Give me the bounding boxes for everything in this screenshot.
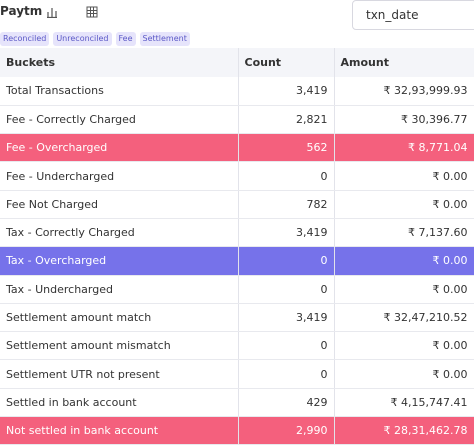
column-header: Buckets: [0, 48, 239, 77]
count-cell: 0: [238, 275, 335, 304]
date-dropdown[interactable]: txn_date: [352, 0, 474, 30]
column-header: Amount: [334, 48, 474, 77]
count-cell: 429: [238, 388, 335, 418]
table-row: Settlement UTR not present 0 ₹ 0.00: [0, 359, 474, 389]
count-cell: 0: [238, 331, 335, 361]
amount-cell: ₹ 0.00: [334, 359, 474, 389]
table-row: Settlement amount mismatch 0 ₹ 0.00: [0, 331, 474, 361]
count-cell: 3,419: [238, 77, 335, 106]
count-cell: 3,419: [238, 303, 335, 333]
table-row: Not settled in bank account 2,990 ₹ 28,31,…: [0, 416, 474, 445]
amount-cell: ₹ 28,31,462.78: [334, 416, 474, 445]
amount-cell: ₹ 4,15,747.41: [334, 388, 474, 418]
bucket-cell: Settled in bank account: [0, 388, 239, 418]
amount-cell: ₹ 8,771.04: [334, 133, 474, 163]
bucket-cell: Settlement UTR not present: [0, 359, 239, 389]
amount-cell: ₹ 0.00: [334, 161, 474, 191]
bucket-cell: Not settled in bank account: [0, 416, 239, 445]
amount-cell: ₹ 32,93,999.93: [334, 77, 474, 106]
tag-list: Reconciled Unreconciled Fee Settlement: [0, 32, 190, 46]
filter-tag[interactable]: Settlement: [139, 32, 190, 46]
amount-cell: ₹ 0.00: [334, 331, 474, 361]
table-row: Total Transactions 3,419 ₹ 32,93,999.93: [0, 77, 474, 106]
filter-tag[interactable]: Reconciled: [0, 32, 50, 46]
bucket-cell: Tax - Overcharged: [0, 246, 239, 276]
filter-tag[interactable]: Fee: [115, 32, 136, 46]
count-cell: 3,419: [238, 218, 335, 248]
table-row: Tax - Overcharged 0 ₹ 0.00: [0, 246, 474, 276]
table-row: Fee Not Charged 782 ₹ 0.00: [0, 190, 474, 219]
table-row: Tax - Correctly Charged 3,419 ₹ 7,137.60: [0, 218, 474, 248]
bucket-cell: Tax - Undercharged: [0, 275, 239, 304]
table-icon[interactable]: [86, 6, 98, 18]
header-row: Buckets Count Amount: [0, 48, 474, 77]
app-title: Paytm: [0, 4, 43, 18]
table-row: Tax - Undercharged 0 ₹ 0.00: [0, 275, 474, 304]
count-cell: 0: [238, 246, 335, 276]
count-cell: 782: [238, 190, 335, 219]
amount-cell: ₹ 0.00: [334, 275, 474, 304]
bucket-cell: Fee Not Charged: [0, 190, 239, 219]
count-cell: 2,821: [238, 105, 335, 135]
table-row: Fee - Correctly Charged 2,821 ₹ 30,396.77: [0, 105, 474, 135]
amount-cell: ₹ 7,137.60: [334, 218, 474, 248]
count-cell: 0: [238, 161, 335, 191]
count-cell: 2,990: [238, 416, 335, 445]
amount-cell: ₹ 32,47,210.52: [334, 303, 474, 333]
table-row: Fee - Overcharged 562 ₹ 8,771.04: [0, 133, 474, 163]
bucket-cell: Settlement amount match: [0, 303, 239, 333]
bucket-cell: Total Transactions: [0, 77, 239, 106]
bucket-cell: Fee - Overcharged: [0, 133, 239, 163]
amount-cell: ₹ 0.00: [334, 246, 474, 276]
table-row: Fee - Undercharged 0 ₹ 0.00: [0, 161, 474, 191]
count-cell: 0: [238, 359, 335, 389]
table-row: Settlement amount match 3,419 ₹ 32,47,210.…: [0, 303, 474, 333]
amount-cell: ₹ 0.00: [334, 190, 474, 219]
filter-tag[interactable]: Unreconciled: [53, 32, 112, 46]
column-header: Count: [238, 48, 335, 77]
bucket-cell: Tax - Correctly Charged: [0, 218, 239, 248]
chart-icon[interactable]: [46, 6, 58, 18]
bucket-cell: Settlement amount mismatch: [0, 331, 239, 361]
count-cell: 562: [238, 133, 335, 163]
bucket-cell: Fee - Undercharged: [0, 161, 239, 191]
bucket-cell: Fee - Correctly Charged: [0, 105, 239, 135]
data-table: Buckets Count Amount Total Transactions 3,4…: [0, 48, 474, 445]
amount-cell: ₹ 30,396.77: [334, 105, 474, 135]
table-row: Settled in bank account 429 ₹ 4,15,747.41: [0, 388, 474, 418]
